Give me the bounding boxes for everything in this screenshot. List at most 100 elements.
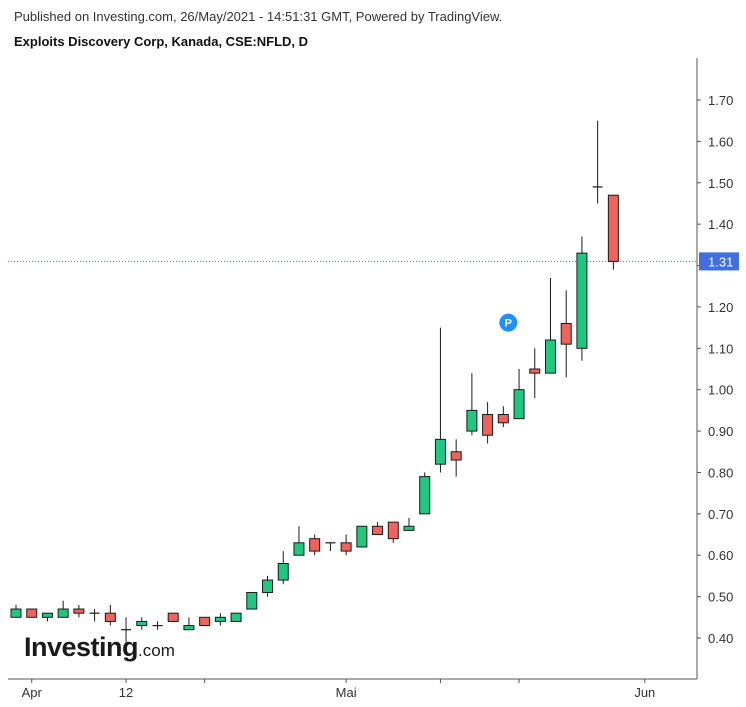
y-tick-label: 0.90 [708,424,733,439]
candle-body [277,563,289,581]
x-axis-labels: Apr 12 Mai Jun [22,679,655,700]
candle-body [309,538,321,552]
candle[interactable] [607,194,619,270]
candle[interactable] [293,526,305,556]
x-tick-label: Jun [634,685,655,700]
x-tick-label: Mai [336,685,357,700]
candle[interactable] [309,534,321,556]
candle-body [57,608,69,618]
y-tick-label: 1.40 [708,217,733,232]
candle-body [41,612,53,618]
candle[interactable] [356,525,368,548]
candle-body [214,616,226,622]
candle[interactable] [434,327,446,473]
candle[interactable] [121,617,132,643]
y-tick-label: 1.60 [708,134,733,149]
candle-body [183,625,195,631]
candle[interactable] [136,617,148,630]
candle[interactable] [152,621,163,630]
logo-suffix: .com [138,641,175,660]
candle-body [293,542,305,556]
candle-body [199,616,211,627]
y-tick-label: 1.10 [708,341,733,356]
y-tick-label: 1.00 [708,383,733,398]
candle-body [167,612,179,622]
axes-layer [8,58,698,680]
candle[interactable] [214,613,226,626]
chart-title: Exploits Discovery Corp, Kanada, CSE:NFL… [14,34,309,49]
candle[interactable] [73,604,85,618]
candle-body [419,476,431,515]
y-tick-label: 0.40 [708,631,733,646]
investing-logo: Investing.com [24,632,175,663]
candle-body [26,608,38,618]
candle[interactable] [387,521,399,543]
candles-layer[interactable] [10,120,619,643]
candle[interactable] [560,290,572,378]
candle[interactable] [419,472,431,515]
candle[interactable] [246,591,258,610]
candle[interactable] [372,522,384,536]
candle-body [372,525,384,536]
y-tick-label: 1.70 [708,93,733,108]
candle-body [356,525,368,548]
candle-body [450,451,462,461]
candle[interactable] [497,406,509,427]
candle[interactable] [41,612,53,622]
candle-body [136,620,148,627]
candle-body [10,608,22,618]
y-tick-label: 1.50 [708,176,733,191]
x-tick-label: Apr [22,685,43,700]
last-price-tag-bg [699,252,739,271]
candle[interactable] [10,604,22,618]
candle[interactable] [26,608,38,618]
candle[interactable] [576,236,588,361]
candle-body [246,591,258,610]
y-tick-label: 0.50 [708,590,733,605]
y-tick-label: 0.80 [708,465,733,480]
candle-body [482,414,494,436]
x-tick-label: 12 [119,685,133,700]
candle[interactable] [544,277,556,374]
y-tick-label: 1.20 [708,300,733,315]
candle[interactable] [513,369,525,420]
candle[interactable] [529,348,541,398]
published-caption: Published on Investing.com, 26/May/2021 … [14,9,503,24]
y-tick-label: 0.70 [708,507,733,522]
candle[interactable] [167,612,179,622]
logo-wordmark: Investing [24,632,139,662]
candle[interactable] [450,439,462,477]
candle-body [607,194,619,262]
candle[interactable] [57,600,69,618]
candle-body [466,409,478,432]
candle[interactable] [592,120,603,204]
candle[interactable] [262,575,274,597]
candle[interactable] [325,542,336,552]
candle-body [387,521,399,540]
candle[interactable] [482,402,494,444]
candle[interactable] [183,617,195,631]
last-price-tag: 1.31 [699,252,739,271]
candle[interactable] [199,616,211,627]
p-marker[interactable]: P [499,313,518,332]
p-marker-label: P [505,318,512,330]
candle-body [230,612,242,622]
candle-body [104,612,116,622]
candle-body [544,339,556,374]
candle[interactable] [104,604,116,626]
candle[interactable] [89,609,100,622]
candle-body [262,579,274,593]
candle[interactable] [230,612,242,622]
y-tick-label: 0.60 [708,548,733,563]
candle[interactable] [340,534,352,556]
candle[interactable] [277,551,289,585]
candle[interactable] [466,373,478,436]
p-marker-circle[interactable] [499,313,518,332]
candle-body [529,368,541,374]
candle-body [576,252,588,349]
candle-body [73,608,85,614]
candle[interactable] [403,517,415,531]
candle-body [340,542,352,552]
candle-body [497,414,509,424]
